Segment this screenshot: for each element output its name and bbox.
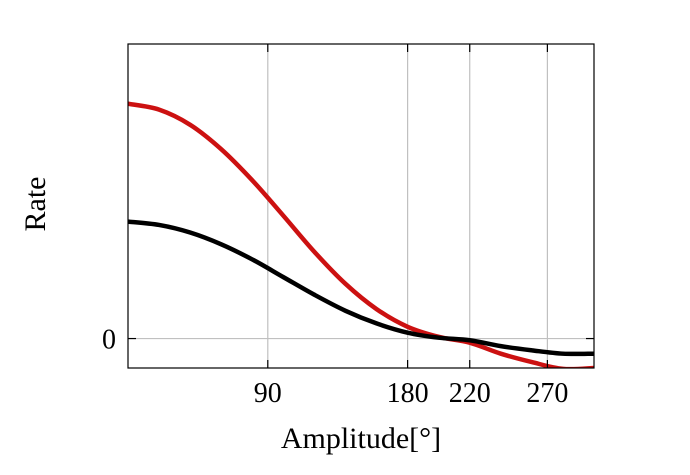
x-tick-label: 220 [449,378,491,409]
x-tick-label: 90 [254,378,282,409]
y-tick-label: 0 [102,325,116,356]
series-layer [128,101,594,368]
x-tick-label: 180 [387,378,429,409]
tick-layer: 90 180 220 270 0 [102,44,594,409]
y-axis-label: Rate [19,177,52,232]
grid-layer [128,44,594,368]
x-tick-label: 270 [526,378,568,409]
x-axis-label: Amplitude[°] [281,422,441,455]
plot-frame [127,43,595,369]
series-line-1 [128,101,594,368]
series-line-2 [128,219,594,357]
